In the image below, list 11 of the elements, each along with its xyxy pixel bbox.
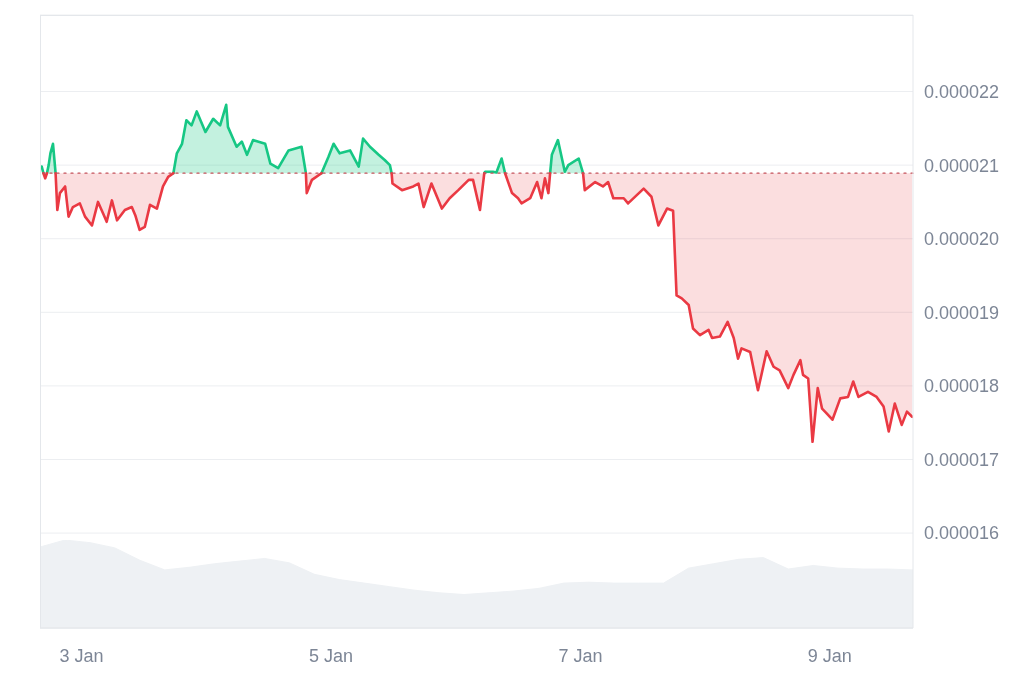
y-tick-label: 0.000019 — [924, 302, 1000, 323]
y-tick-label: 0.000016 — [924, 523, 1000, 544]
x-tick-label: 9 Jan — [807, 645, 852, 666]
x-tick-label: 7 Jan — [558, 645, 603, 666]
x-tick-label: 5 Jan — [308, 645, 354, 666]
y-tick-label: 0.000020 — [924, 229, 1000, 250]
y-tick-label: 0.000017 — [924, 449, 1000, 470]
y-tick-label: 0.000022 — [924, 81, 1000, 102]
y-tick-label: 0.000021 — [924, 155, 1000, 176]
y-tick-label: 0.000018 — [924, 376, 1000, 397]
x-tick-label: 3 Jan — [59, 645, 104, 666]
